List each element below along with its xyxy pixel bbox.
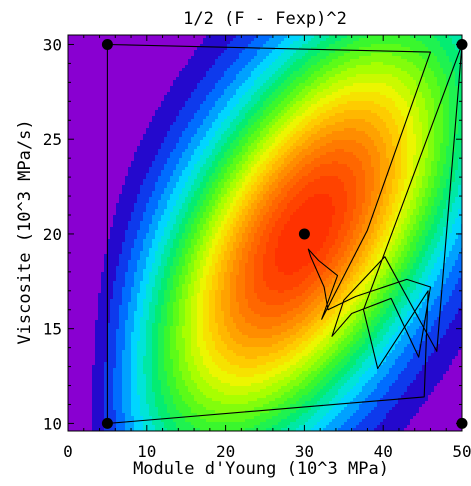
heatmap-contours	[68, 35, 465, 432]
